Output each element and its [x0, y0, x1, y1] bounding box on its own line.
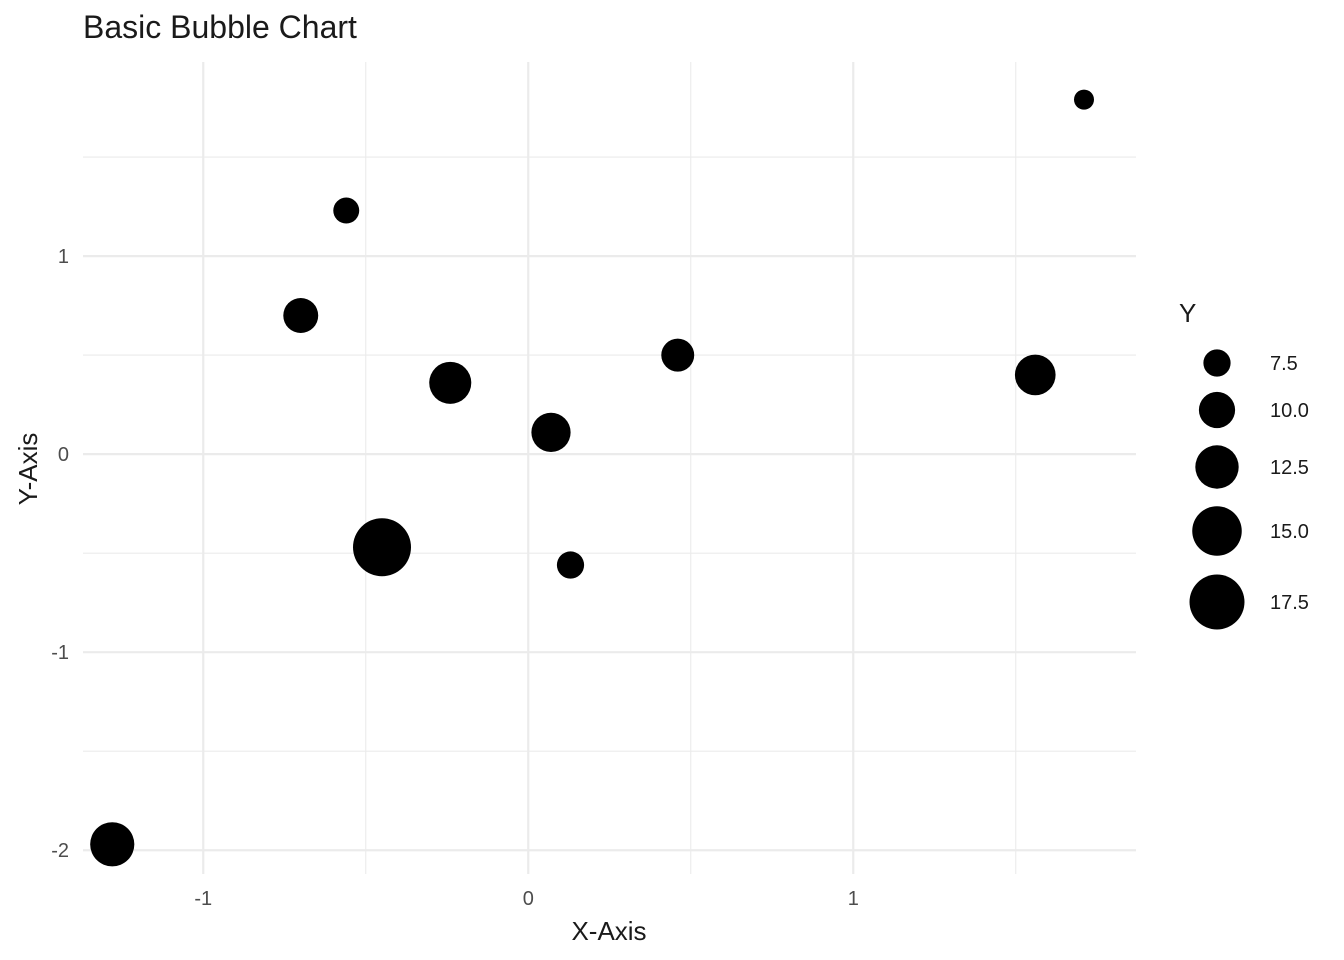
x-tick-label: 0: [523, 888, 534, 910]
grid-layer: [83, 62, 1136, 874]
legend-key: [1195, 445, 1239, 489]
legend-label: 10.0: [1270, 400, 1309, 422]
x-tick-label: -1: [194, 888, 212, 910]
bubble-point: [353, 518, 411, 577]
legend-key: [1192, 506, 1242, 556]
legend-key: [1198, 391, 1236, 429]
y-tick-label: -1: [51, 642, 69, 664]
bubble-point: [429, 361, 472, 404]
bubble-point: [661, 338, 695, 372]
legend-label: 15.0: [1270, 521, 1309, 543]
bubble-point: [333, 197, 360, 224]
points-layer: [90, 89, 1094, 867]
bubble-point: [283, 298, 319, 333]
legend-key: [1203, 349, 1231, 377]
legend-label: 12.5: [1270, 457, 1309, 479]
legend-label: 17.5: [1270, 592, 1309, 614]
legend: Y 7.5 10.0 12.5 15.0 17.5: [1179, 298, 1309, 630]
bubble-point: [556, 551, 585, 579]
y-tick-label: 1: [58, 246, 69, 268]
legend-key: [1189, 574, 1245, 630]
legend-title: Y: [1179, 298, 1196, 328]
bubble-point: [1014, 354, 1056, 396]
chart-title: Basic Bubble Chart: [83, 9, 357, 45]
y-axis-title: Y-Axis: [13, 433, 43, 506]
bubble-point: [90, 822, 135, 867]
bubble-point: [1074, 89, 1094, 110]
ticks-layer: -1 0 1 -2 -1 0 1: [51, 246, 859, 910]
legend-label: 7.5: [1270, 353, 1298, 375]
x-tick-label: 1: [848, 888, 859, 910]
y-tick-label: 0: [58, 444, 69, 466]
bubble-point: [531, 412, 571, 452]
y-tick-label: -2: [51, 840, 69, 862]
x-axis-title: X-Axis: [571, 916, 646, 946]
